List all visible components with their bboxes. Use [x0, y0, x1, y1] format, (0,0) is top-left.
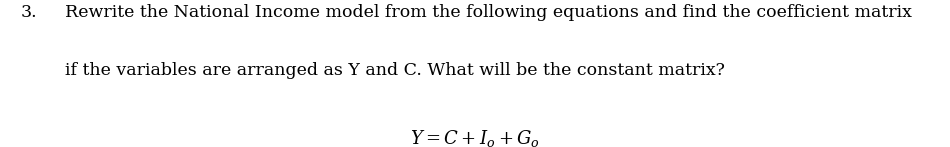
Text: if the variables are arranged as Y and C. What will be the constant matrix?: if the variables are arranged as Y and C…	[65, 62, 725, 79]
Text: $Y = C + I_o + G_o$: $Y = C + I_o + G_o$	[410, 128, 540, 147]
Text: 3.: 3.	[21, 4, 38, 21]
Text: Rewrite the National Income model from the following equations and find the coef: Rewrite the National Income model from t…	[65, 4, 911, 21]
